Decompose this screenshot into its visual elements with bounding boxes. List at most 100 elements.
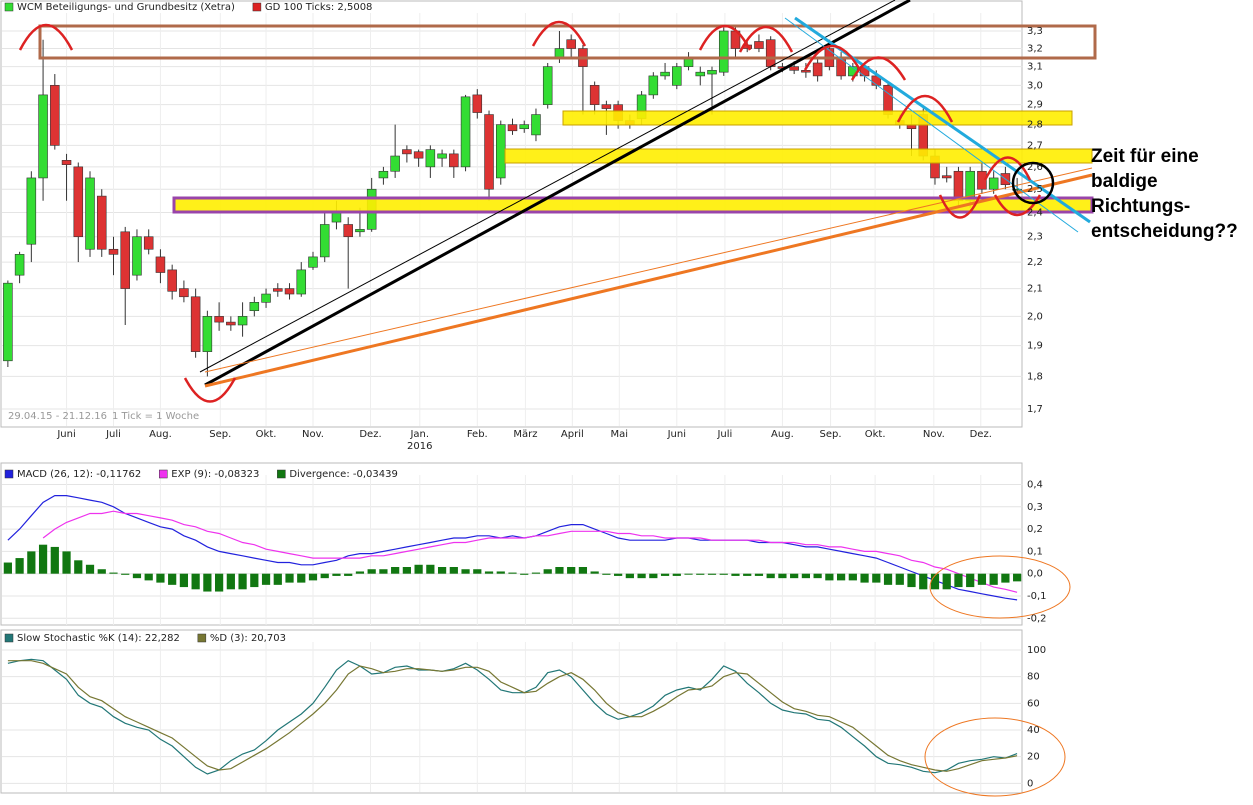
candle-body xyxy=(484,114,494,190)
y-tick-label: 1,7 xyxy=(1027,404,1043,415)
divergence-bar xyxy=(109,572,118,574)
x-tick-label: März xyxy=(513,429,537,440)
candle-body xyxy=(296,269,307,295)
candle-body xyxy=(1012,188,1022,191)
arc xyxy=(938,194,982,219)
y-tick-label: 60 xyxy=(1027,698,1040,709)
candle-body xyxy=(953,170,964,202)
divergence-bar xyxy=(437,567,447,574)
x-tick-label: Aug. xyxy=(771,429,794,440)
divergence-bar xyxy=(1013,573,1022,582)
x-tick-label: Okt. xyxy=(256,429,277,440)
divergence-bar xyxy=(355,571,365,574)
candle-body xyxy=(120,231,130,289)
candle-body xyxy=(566,39,576,49)
divergence-bar xyxy=(637,573,646,579)
zone-box xyxy=(562,110,1073,126)
divergence-bar xyxy=(402,567,411,574)
annotation: Richtungs- xyxy=(1091,196,1190,217)
macd-panel xyxy=(0,462,1023,626)
divergence-bar xyxy=(97,569,106,574)
legend-swatch xyxy=(252,2,262,12)
candle-body xyxy=(801,70,811,73)
divergence-bar xyxy=(977,573,987,585)
y-tick-label: 80 xyxy=(1027,672,1040,683)
legend-swatch xyxy=(4,2,14,12)
y-tick-label: 2,7 xyxy=(1027,140,1043,151)
candle-body xyxy=(883,85,893,115)
x-tick-label: Sep. xyxy=(209,429,231,440)
divergence-bar xyxy=(731,573,740,576)
divergence-bar xyxy=(754,573,764,576)
divergence-bar xyxy=(590,571,599,574)
candle-body xyxy=(695,71,706,77)
divergence-bar xyxy=(684,573,693,575)
divergence-bar xyxy=(966,573,975,588)
divergence-bar xyxy=(297,573,306,583)
divergence-bar xyxy=(989,573,998,585)
divergence-bar xyxy=(649,573,658,579)
divergence-bar xyxy=(555,567,564,574)
candle-body xyxy=(308,256,318,268)
divergence-bar xyxy=(1001,573,1010,583)
candle-body xyxy=(601,104,612,109)
support-box xyxy=(172,196,1094,214)
candle-body xyxy=(941,175,952,179)
candle-body xyxy=(331,212,342,223)
candle-body xyxy=(108,248,119,255)
stochastic-panel xyxy=(0,629,1023,794)
interval-label: 1 Tick = 1 Woche xyxy=(112,411,199,422)
trend-line xyxy=(199,0,896,373)
y-tick-label: 0,4 xyxy=(1027,479,1043,490)
divergence-bar xyxy=(496,571,505,574)
y-tick-label: 1,9 xyxy=(1027,341,1043,352)
x-tick-label: Okt. xyxy=(865,429,886,440)
candle-body xyxy=(496,124,506,179)
candle-body xyxy=(754,41,764,49)
candle-body xyxy=(507,124,518,132)
candle-body xyxy=(765,39,776,67)
divergence-bar xyxy=(766,573,775,579)
arcs xyxy=(18,20,1042,403)
candle-body xyxy=(214,316,224,323)
divergence-bar xyxy=(27,551,36,574)
legend-label: WCM Beteiligungs- und Grundbesitz (Xetra… xyxy=(17,2,235,13)
y-tick-label: 3,0 xyxy=(1027,80,1043,91)
divergence-bar xyxy=(379,569,388,574)
arc xyxy=(531,20,587,47)
annotation: baldige xyxy=(1091,171,1158,192)
candle-body xyxy=(249,302,260,312)
y-tick-label: 3,3 xyxy=(1027,26,1043,37)
focus-ellipse xyxy=(924,717,1066,797)
divergence-bar xyxy=(132,573,142,579)
candle-body xyxy=(38,94,48,179)
trend-line xyxy=(204,0,911,387)
zone-box xyxy=(504,148,1093,164)
annotation: Zeit für eine xyxy=(1091,146,1199,167)
divergence-bar xyxy=(531,572,541,574)
divergence-bar xyxy=(156,573,165,583)
candle-body xyxy=(589,85,600,105)
x-tick-label: Jan. xyxy=(409,429,429,440)
divergence-bar xyxy=(660,573,670,576)
divergence-bar xyxy=(578,567,588,574)
y-tick-label: 0,1 xyxy=(1027,546,1043,557)
candle-body xyxy=(190,296,201,352)
divergence-bar xyxy=(191,573,200,590)
x-tick-label: Juli xyxy=(105,429,121,440)
divergence-bar xyxy=(825,573,834,581)
candle-body xyxy=(402,149,412,155)
divergence-bar xyxy=(168,573,177,585)
range-label: 29.04.15 - 21.12.16 xyxy=(8,411,107,422)
divergence-bar xyxy=(707,573,717,575)
candle-body xyxy=(390,155,400,172)
arc xyxy=(803,44,862,71)
candle-body xyxy=(226,321,236,326)
divergence-bar xyxy=(801,573,810,579)
candle-body xyxy=(789,66,799,71)
candle-body xyxy=(672,66,682,86)
down-trend-line xyxy=(784,17,1079,233)
divergence-bar xyxy=(954,573,963,588)
candle-body xyxy=(460,96,471,168)
trend-line xyxy=(204,173,1093,388)
